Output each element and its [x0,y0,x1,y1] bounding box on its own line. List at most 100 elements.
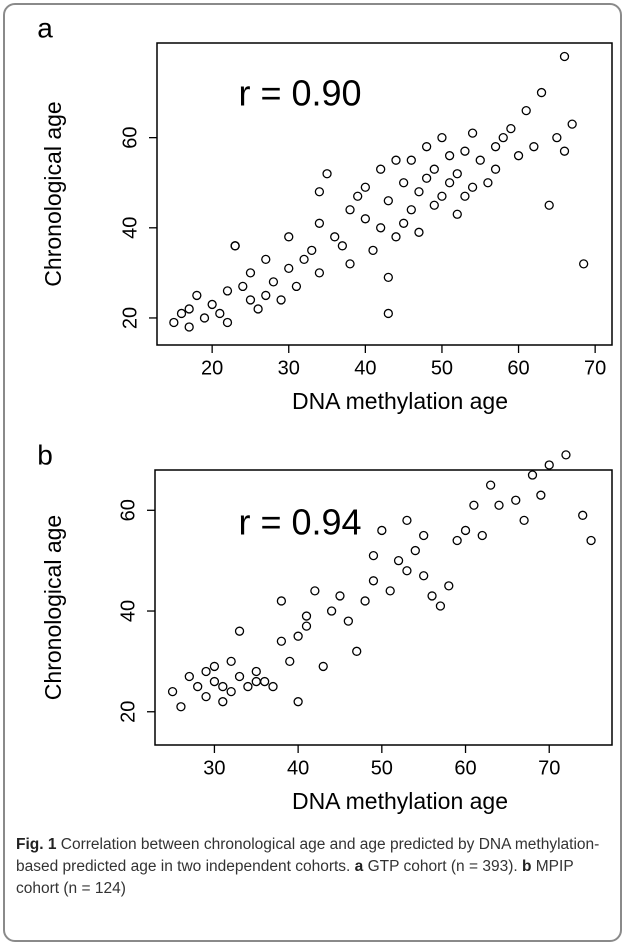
point [536,87,547,98]
point [406,205,416,215]
point [579,259,589,269]
caption-text: Correlation between chronological age an… [16,836,600,875]
point [402,566,412,576]
point [406,155,416,165]
point [360,596,370,606]
x-tick-label: 70 [538,757,560,779]
point [467,182,478,192]
point [184,671,194,682]
point [335,591,345,601]
point [383,272,393,283]
point [261,290,271,301]
point [444,178,455,188]
point [544,200,554,210]
point [559,146,570,156]
plot-box [154,469,613,746]
point [452,209,462,219]
point [209,661,220,672]
x-tick-label: 20 [201,357,223,379]
point [521,105,531,116]
point [291,281,302,292]
point [284,263,294,274]
point [299,254,309,265]
point [435,601,446,611]
point [314,187,325,197]
point [251,676,261,687]
point [421,173,432,183]
x-tick-label: 70 [584,357,606,379]
point [385,586,395,596]
point [529,142,539,152]
point [226,656,236,667]
point [414,187,424,197]
point [437,191,447,201]
caption-a-text: GTP cohort (n = 393). [367,858,518,875]
point [201,666,211,677]
y-axis-label: Chronological age [40,515,66,700]
point [259,676,270,687]
point [469,500,479,510]
point [207,299,217,310]
point [544,460,554,470]
point [176,702,186,712]
point [368,550,379,561]
point [391,155,401,165]
point [444,581,454,591]
point [215,308,225,319]
y-tick-label: 60 [117,499,139,521]
point [245,268,256,278]
point [199,313,210,323]
point [477,530,487,541]
point [452,535,462,546]
point [301,611,312,621]
y-tick-label: 20 [119,307,141,329]
point [393,556,404,566]
point [301,621,312,631]
point [360,182,371,192]
x-tick-label: 50 [431,357,453,379]
point [490,164,501,174]
x-tick-label: 40 [354,357,376,379]
point [276,636,287,646]
point [326,606,337,616]
point [427,591,437,601]
point [276,596,287,606]
point [343,616,353,626]
figure-frame [3,3,622,942]
point [230,241,240,251]
point [284,232,294,242]
annotation: r = 0.90 [238,73,361,114]
caption-label: Fig. 1 [16,836,57,853]
point [192,290,202,301]
point [567,119,577,129]
point [218,681,228,692]
point [452,169,462,179]
x-axis-label: DNA methylation age [292,788,508,814]
point [475,155,485,165]
point [460,146,470,156]
point [222,317,233,328]
point [437,133,447,143]
point [293,631,303,641]
point [167,686,178,697]
point [519,515,529,526]
point [368,245,378,255]
point [310,586,320,596]
point [209,676,220,687]
point [398,218,409,228]
point [419,530,429,541]
plot-box [156,42,613,346]
point [552,133,562,143]
point [169,317,179,328]
point [251,666,261,677]
x-tick-label: 40 [287,757,309,779]
point [245,295,256,305]
panel-label: b [37,439,53,470]
point [176,308,187,319]
point [561,450,571,460]
point [368,576,379,586]
point [377,525,387,536]
y-tick-label: 40 [119,217,141,239]
point [337,241,348,251]
x-tick-label: 60 [454,757,476,779]
